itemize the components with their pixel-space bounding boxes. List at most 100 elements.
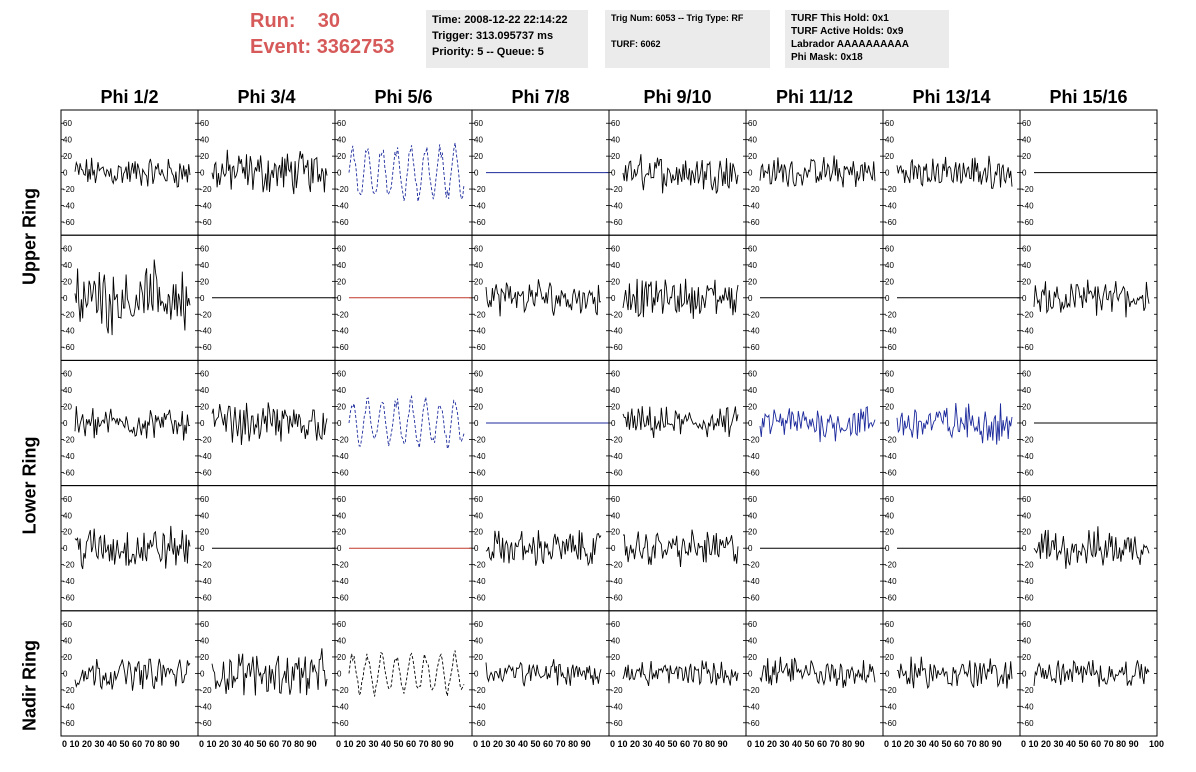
y-tick-label: 0 <box>1022 544 1027 553</box>
y-tick-label: -60 <box>885 343 897 352</box>
run-event-box: Run: 30 Event: 3362753 <box>250 8 395 60</box>
y-tick-label: -60 <box>611 719 623 728</box>
y-tick-label: 60 <box>885 119 894 128</box>
y-tick-label: 40 <box>1022 136 1031 145</box>
waveform-trace <box>485 659 602 687</box>
y-tick-label: -20 <box>611 686 623 695</box>
y-tick-label: -60 <box>885 468 897 477</box>
y-tick-label: -20 <box>63 686 75 695</box>
waveform-trace <box>622 660 739 687</box>
y-tick-label: 60 <box>337 620 346 629</box>
y-tick-label: 40 <box>337 261 346 270</box>
y-tick-label: 60 <box>63 370 72 379</box>
y-tick-label: -40 <box>337 452 349 461</box>
y-tick-label: -20 <box>63 561 75 570</box>
y-tick-label: 0 <box>337 419 342 428</box>
y-tick-label: 60 <box>885 620 894 629</box>
y-tick-label: 60 <box>1022 495 1031 504</box>
y-tick-label: 40 <box>885 386 894 395</box>
priority-text: Priority: 5 -- Queue: 5 <box>432 46 544 58</box>
y-tick-label: -20 <box>611 310 623 319</box>
x-tick-labels: 0 10 20 30 40 50 60 70 80 90 <box>884 739 1002 749</box>
y-tick-label: 0 <box>63 169 68 178</box>
y-tick-label: -40 <box>474 452 486 461</box>
y-tick-label: 40 <box>885 136 894 145</box>
y-tick-label: 60 <box>63 244 72 253</box>
y-tick-label: -20 <box>611 561 623 570</box>
y-tick-label: 40 <box>1022 386 1031 395</box>
y-tick-label: -60 <box>200 468 212 477</box>
y-tick-label: -60 <box>885 218 897 227</box>
waveform-trace <box>74 658 191 691</box>
y-tick-label: -20 <box>1022 561 1034 570</box>
y-tick-label: -20 <box>611 435 623 444</box>
waveform-trace <box>759 656 876 688</box>
y-tick-label: -60 <box>63 468 75 477</box>
y-tick-label: 20 <box>748 528 757 537</box>
y-tick-label: 0 <box>200 544 205 553</box>
y-tick-label: -40 <box>474 702 486 711</box>
y-tick-label: -20 <box>748 686 760 695</box>
y-tick-label: 20 <box>474 653 483 662</box>
y-tick-label: 0 <box>200 419 205 428</box>
y-tick-label: 0 <box>748 294 753 303</box>
y-tick-label: 20 <box>200 653 209 662</box>
y-tick-label: -20 <box>1022 686 1034 695</box>
y-tick-label: -20 <box>1022 435 1034 444</box>
waveform-trace <box>348 650 465 697</box>
y-tick-label: 60 <box>611 370 620 379</box>
y-tick-label: 0 <box>63 294 68 303</box>
y-tick-label: 40 <box>63 136 72 145</box>
y-tick-label: 20 <box>885 653 894 662</box>
trig-num-text: Trig Num: 6053 -- Trig Type: RF <box>611 13 744 23</box>
y-tick-label: -20 <box>748 185 760 194</box>
y-tick-label: 60 <box>474 620 483 629</box>
y-tick-label: -40 <box>337 577 349 586</box>
x-tick-labels: 0 10 20 30 40 50 60 70 80 90 <box>747 739 865 749</box>
y-tick-label: 0 <box>611 419 616 428</box>
y-tick-label: -60 <box>1022 468 1034 477</box>
y-tick-label: -20 <box>474 561 486 570</box>
y-tick-label: 0 <box>885 544 890 553</box>
y-tick-label: -40 <box>885 702 897 711</box>
y-tick-label: -40 <box>63 577 75 586</box>
y-tick-label: -40 <box>474 202 486 211</box>
y-tick-label: -40 <box>63 327 75 336</box>
y-tick-label: -20 <box>885 185 897 194</box>
y-tick-label: 20 <box>63 653 72 662</box>
x-tick-label-end: 100 <box>1149 739 1164 749</box>
y-tick-label: 0 <box>885 169 890 178</box>
y-tick-label: -20 <box>200 435 212 444</box>
y-tick-label: -20 <box>200 185 212 194</box>
y-tick-label: 20 <box>63 403 72 412</box>
waveform-trace <box>211 402 328 446</box>
y-tick-label: -20 <box>885 686 897 695</box>
y-tick-label: 60 <box>1022 119 1031 128</box>
y-tick-label: -60 <box>748 719 760 728</box>
waveform-trace <box>622 278 739 319</box>
y-tick-label: 20 <box>337 152 346 161</box>
y-tick-label: -20 <box>748 310 760 319</box>
y-tick-label: 40 <box>337 636 346 645</box>
y-tick-label: -40 <box>200 702 212 711</box>
y-tick-label: 0 <box>885 419 890 428</box>
y-tick-label: -60 <box>748 468 760 477</box>
y-tick-label: 0 <box>337 669 342 678</box>
y-tick-label: -60 <box>200 218 212 227</box>
waveform-trace <box>485 279 602 317</box>
turf-active-holds-text: TURF Active Holds: 0x9 <box>791 26 904 37</box>
y-tick-label: -60 <box>1022 594 1034 603</box>
panel-frame <box>197 109 336 236</box>
y-tick-label: 40 <box>63 511 72 520</box>
y-tick-label: 60 <box>885 244 894 253</box>
y-tick-label: 40 <box>1022 511 1031 520</box>
y-tick-label: -40 <box>611 202 623 211</box>
y-tick-label: 40 <box>611 636 620 645</box>
y-tick-label: 40 <box>474 511 483 520</box>
y-tick-label: -20 <box>337 185 349 194</box>
waveform-trace <box>485 530 602 567</box>
panel-frame <box>471 485 610 612</box>
column-header-phi-9-10: Phi 9/10 <box>643 87 712 107</box>
y-tick-label: 60 <box>200 620 209 629</box>
y-tick-label: 40 <box>337 386 346 395</box>
